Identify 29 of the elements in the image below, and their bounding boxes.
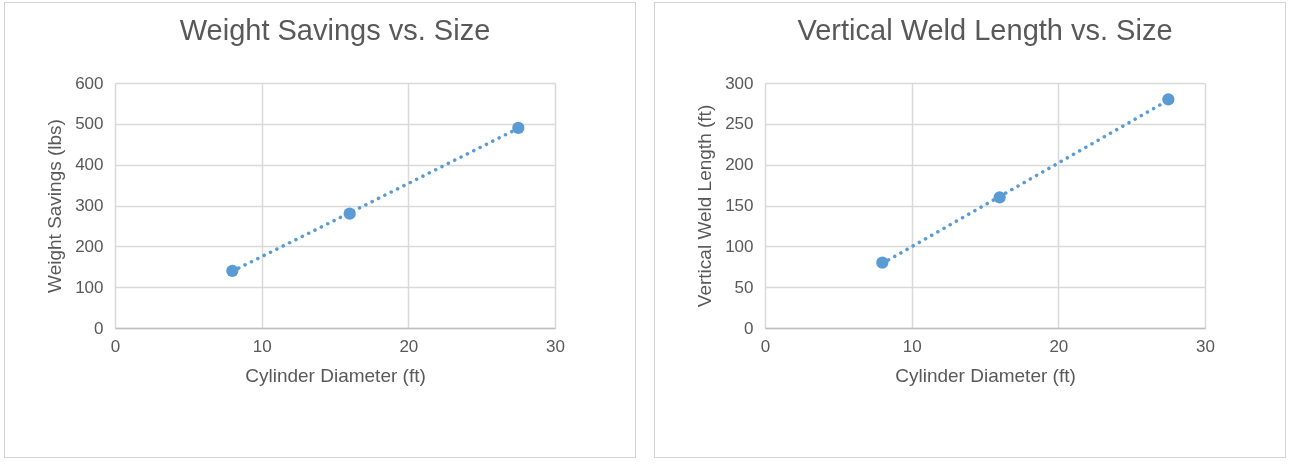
x-tick-label: 0 bbox=[760, 336, 771, 356]
y-tick-label: 500 bbox=[75, 114, 104, 134]
x-tick-label: 30 bbox=[546, 336, 565, 356]
y-tick-label: 100 bbox=[75, 277, 104, 297]
y-tick-label: 300 bbox=[725, 73, 754, 93]
y-tick-label: 400 bbox=[75, 155, 104, 175]
x-tick-label: 30 bbox=[1196, 336, 1215, 356]
y-tick-label: 600 bbox=[75, 73, 104, 93]
y-tick-label: 250 bbox=[725, 114, 754, 134]
y-tick-label: 50 bbox=[734, 277, 754, 297]
x-axis-title: Cylinder Diameter (ft) bbox=[895, 364, 1076, 386]
y-tick-label: 100 bbox=[725, 236, 754, 256]
x-tick-label: 20 bbox=[1049, 336, 1069, 356]
y-tick-label: 0 bbox=[94, 318, 104, 338]
y-axis-title: Vertical Weld Length (ft) bbox=[694, 104, 716, 308]
y-tick-label: 0 bbox=[744, 318, 754, 338]
x-tick-label: 10 bbox=[902, 336, 922, 356]
y-axis-title: Weight Savings (lbs) bbox=[44, 119, 66, 293]
y-tick-label: 150 bbox=[725, 196, 754, 215]
x-tick-label: 0 bbox=[110, 336, 121, 356]
chart-title: Vertical Weld Length vs. Size bbox=[797, 14, 1173, 46]
x-tick-label: 10 bbox=[252, 336, 272, 356]
y-tick-label: 200 bbox=[725, 155, 754, 175]
x-axis-title: Cylinder Diameter (ft) bbox=[245, 364, 426, 386]
chart-title: Weight Savings vs. Size bbox=[179, 14, 491, 46]
point bbox=[512, 121, 525, 135]
y-tick-label: 200 bbox=[75, 236, 104, 256]
x-tick-label: 20 bbox=[399, 336, 419, 356]
y-tick-label: 300 bbox=[75, 196, 104, 215]
